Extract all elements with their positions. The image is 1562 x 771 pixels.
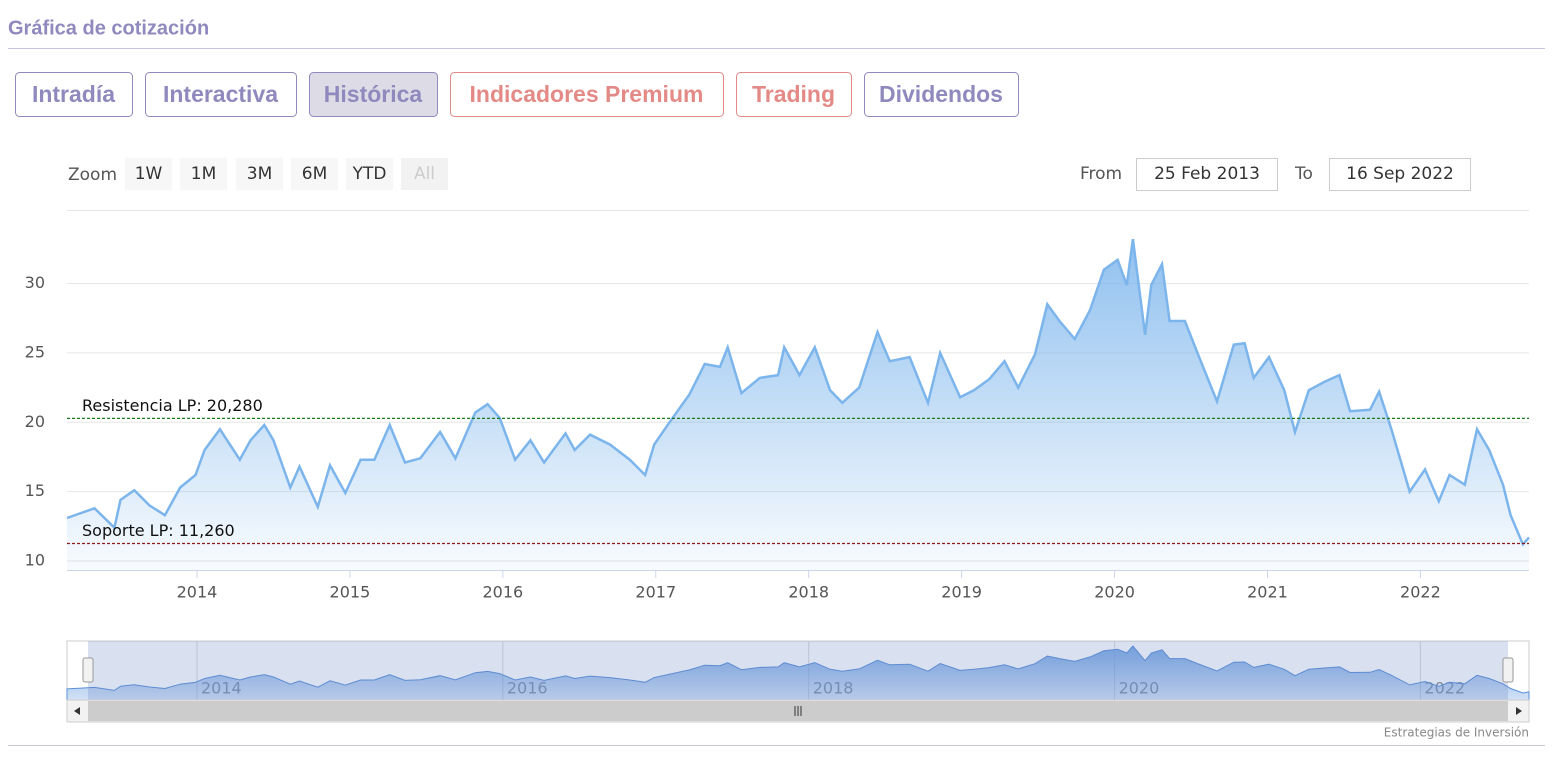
date-input-value[interactable]: 16 Sep 2022 bbox=[1346, 164, 1454, 184]
x-tick-label: 2016 bbox=[482, 583, 523, 602]
zoom-button[interactable] bbox=[180, 158, 227, 190]
zoom-button-label[interactable]: YTD bbox=[352, 164, 387, 184]
zoom-button[interactable] bbox=[236, 158, 283, 190]
scroll-arrow[interactable] bbox=[1516, 707, 1522, 715]
tab-label[interactable]: Dividendos bbox=[879, 81, 1003, 107]
x-tick-label: 2018 bbox=[788, 583, 829, 602]
tab-button[interactable] bbox=[736, 72, 852, 117]
navigator-handle[interactable] bbox=[82, 657, 94, 683]
zoom-button-label[interactable]: All bbox=[414, 164, 435, 184]
credit: Estrategias de Inversión bbox=[1384, 726, 1529, 740]
tab-button[interactable] bbox=[145, 72, 297, 117]
x-tick-label: 2021 bbox=[1247, 583, 1288, 602]
date-input-value[interactable]: 25 Feb 2013 bbox=[1154, 164, 1260, 184]
date-input[interactable] bbox=[1136, 158, 1278, 191]
x-tick-label: 2014 bbox=[177, 583, 218, 602]
zoom-button[interactable] bbox=[291, 158, 338, 190]
tab-button[interactable] bbox=[864, 72, 1019, 117]
y-tick-label: 20 bbox=[25, 412, 45, 431]
y-tick-label: 15 bbox=[25, 481, 45, 500]
y-tick-label: 10 bbox=[25, 550, 45, 569]
area-fill bbox=[67, 239, 1529, 570]
x-tick-label: 2015 bbox=[330, 583, 371, 602]
from-label: From bbox=[1080, 164, 1122, 184]
to-label: To bbox=[1294, 164, 1313, 184]
zoom-button-label[interactable]: 6M bbox=[302, 164, 327, 184]
level-label: Soporte LP: 11,260 bbox=[82, 521, 235, 540]
tab-label[interactable]: Histórica bbox=[324, 81, 423, 107]
navigator-area bbox=[66, 645, 1530, 701]
price-line bbox=[66, 238, 1530, 547]
tab-button[interactable] bbox=[450, 72, 724, 117]
zoom-label: Zoom bbox=[68, 165, 117, 185]
scroll-grip[interactable] bbox=[794, 706, 802, 716]
zoom-button[interactable] bbox=[125, 158, 172, 190]
x-tick-label: 2022 bbox=[1400, 583, 1441, 602]
zoom-button[interactable] bbox=[401, 158, 448, 190]
zoom-button-label[interactable]: 3M bbox=[247, 164, 272, 184]
navigator-mask bbox=[88, 641, 1508, 700]
zoom-button-label[interactable]: 1M bbox=[191, 164, 216, 184]
page-title: Gráfica de cotización bbox=[8, 17, 209, 39]
tab-button[interactable] bbox=[15, 72, 133, 117]
y-tick-label: 30 bbox=[25, 273, 45, 292]
tab-label[interactable]: Interactiva bbox=[163, 81, 278, 107]
zoom-button-label[interactable]: 1W bbox=[135, 164, 163, 184]
x-tick-label: 2017 bbox=[635, 583, 676, 602]
y-tick-label: 25 bbox=[25, 342, 45, 361]
tab-label[interactable]: Intradía bbox=[32, 81, 115, 107]
scroll-arrow[interactable] bbox=[74, 707, 80, 715]
x-tick-label: 2019 bbox=[941, 583, 982, 602]
zoom-button[interactable] bbox=[346, 158, 393, 190]
tab-label[interactable]: Indicadores Premium bbox=[470, 81, 704, 107]
date-input[interactable] bbox=[1329, 158, 1471, 191]
tab-label[interactable]: Trading bbox=[752, 81, 835, 107]
navigator-handle[interactable] bbox=[1502, 657, 1514, 683]
x-tick-label: 2020 bbox=[1094, 583, 1135, 602]
tab-button[interactable] bbox=[309, 72, 438, 117]
level-label: Resistencia LP: 20,280 bbox=[82, 396, 263, 415]
